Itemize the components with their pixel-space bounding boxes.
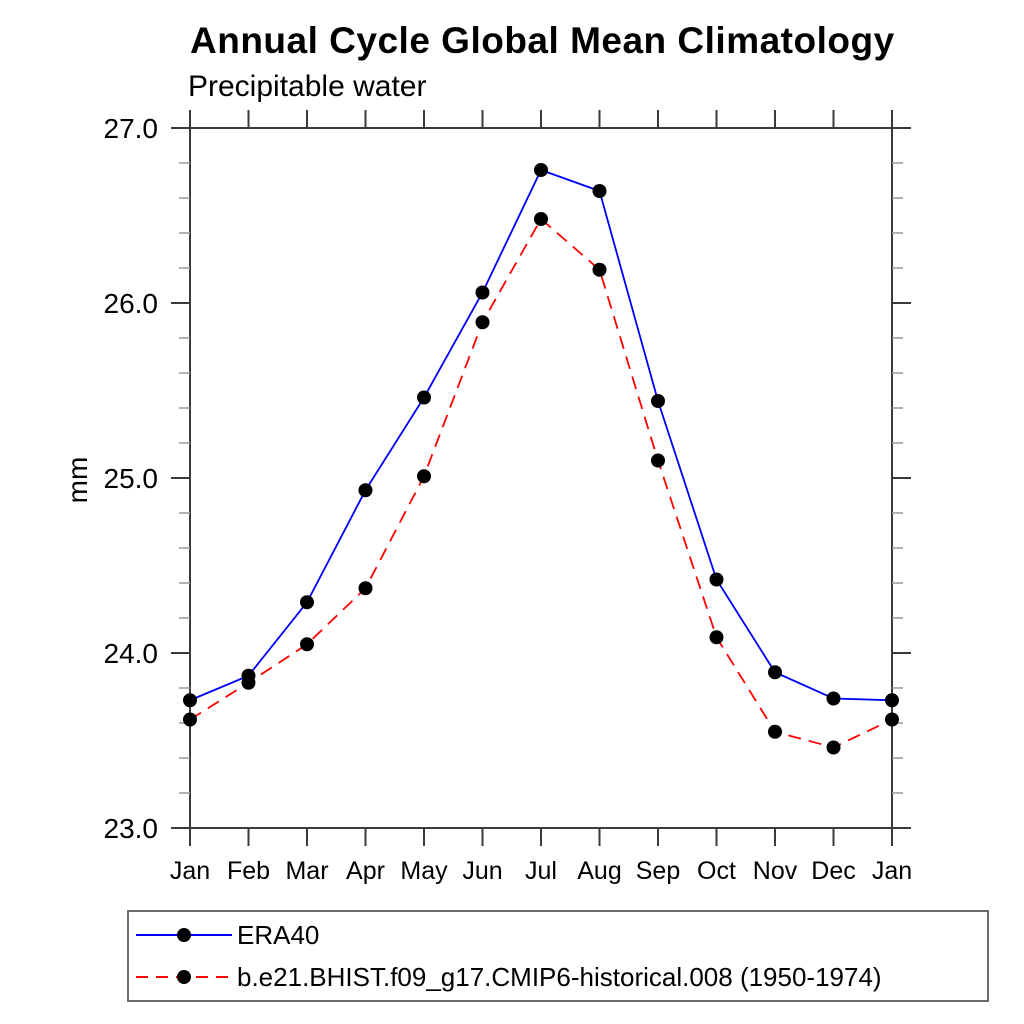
chart-title: Annual Cycle Global Mean Climatology <box>190 20 895 61</box>
series-line-1 <box>189 217 893 749</box>
svg-text:Oct: Oct <box>697 857 736 885</box>
svg-text:Dec: Dec <box>811 857 855 885</box>
svg-text:Sep: Sep <box>636 857 680 885</box>
svg-text:Aug: Aug <box>577 857 621 885</box>
y-axis-ticks <box>171 127 911 829</box>
svg-text:25.0: 25.0 <box>104 463 159 494</box>
svg-text:24.0: 24.0 <box>104 638 159 669</box>
svg-text:Apr: Apr <box>346 857 385 885</box>
svg-text:Jan: Jan <box>872 857 912 885</box>
era40-line-swatch <box>136 928 232 942</box>
plot-area: Jan Feb Mar Apr May Jun Jul Aug Sep Oct Nov Dec Jan 2… <box>104 110 912 885</box>
legend-box: ERA40 b.e21.BHIST.f09_g17.CMIP6-historic… <box>127 910 989 1002</box>
legend-entry: ERA40 <box>134 914 987 956</box>
series-markers-1 <box>183 212 899 755</box>
x-tick-labels: Jan Feb Mar Apr May Jun Jul Aug Sep Oct Nov Dec Jan <box>170 857 912 885</box>
svg-text:26.0: 26.0 <box>104 288 159 319</box>
series-line-0 <box>189 168 893 702</box>
y-tick-labels: 23.0 24.0 25.0 26.0 27.0 <box>104 113 159 844</box>
legend-label-era40: ERA40 <box>237 919 320 950</box>
legend-entry: b.e21.BHIST.f09_g17.CMIP6-historical.008… <box>134 956 987 998</box>
chart-subtitle: Precipitable water <box>188 70 427 103</box>
svg-text:May: May <box>400 857 448 885</box>
legend-label-model: b.e21.BHIST.f09_g17.CMIP6-historical.008… <box>237 961 882 992</box>
series-markers-0 <box>183 163 899 708</box>
svg-text:Mar: Mar <box>285 857 328 885</box>
svg-text:Jun: Jun <box>462 857 502 885</box>
svg-text:Jul: Jul <box>525 857 557 885</box>
model-line-swatch <box>136 970 232 984</box>
svg-text:Jan: Jan <box>170 857 210 885</box>
svg-text:23.0: 23.0 <box>104 813 159 844</box>
x-axis-ticks <box>189 110 893 846</box>
svg-text:27.0: 27.0 <box>104 113 159 144</box>
svg-text:Feb: Feb <box>227 857 270 885</box>
svg-text:Nov: Nov <box>753 857 798 885</box>
axis-frame <box>189 127 893 829</box>
